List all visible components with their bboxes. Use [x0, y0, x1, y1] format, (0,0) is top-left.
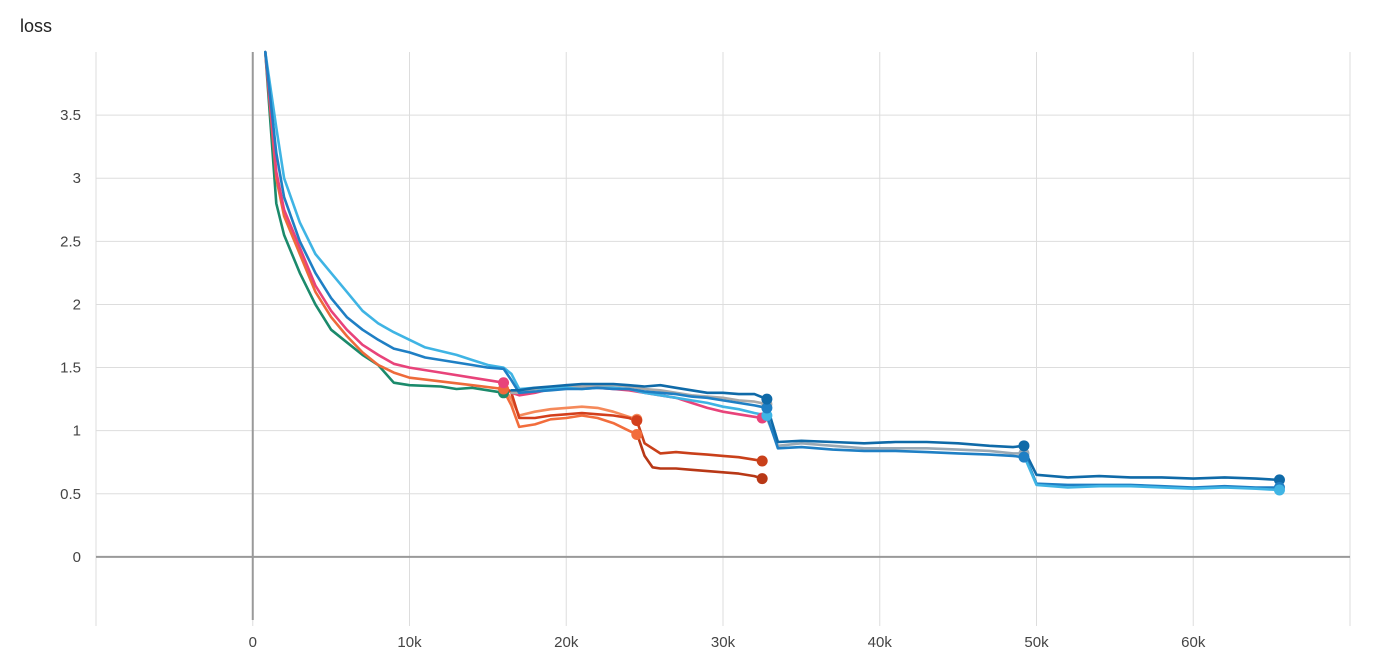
- series-end-point-16: [1018, 440, 1030, 452]
- series-end-point-19: [1273, 484, 1285, 496]
- series-line-15: [765, 414, 1026, 459]
- axes: 0 10k 20k 30k 40k 50k 60k 0 0.5 1 1.5 2 2.5 3 3.5: [60, 52, 1350, 651]
- series-line-3: [263, 50, 505, 385]
- series-line-8: [635, 431, 764, 480]
- chart-title: loss: [20, 16, 52, 36]
- series-end-markers: [498, 377, 1285, 496]
- series-line-16: [765, 404, 1026, 449]
- series-line-13: [510, 382, 769, 401]
- y-tick-label: 0.5: [60, 486, 81, 503]
- series-end-point-7: [756, 455, 768, 467]
- series-end-point-6: [631, 415, 643, 427]
- series-line-12: [263, 50, 769, 410]
- series-line-14: [765, 416, 1026, 455]
- series-line-6: [502, 383, 639, 422]
- x-tick-label: 60k: [1181, 634, 1206, 651]
- series-end-point-13: [761, 393, 773, 405]
- series-end-point-15: [1018, 451, 1030, 463]
- series-line-7: [635, 419, 764, 463]
- y-tick-label: 2: [73, 296, 81, 313]
- series-line-17: [1022, 448, 1281, 482]
- x-tick-label: 50k: [1024, 634, 1049, 651]
- grid: [95, 52, 1351, 626]
- x-tick-label: 20k: [554, 634, 579, 651]
- series-group: [263, 50, 1281, 492]
- series-line-4: [502, 388, 639, 436]
- x-tick-label: 0: [249, 634, 257, 651]
- x-tick-label: 40k: [868, 634, 893, 651]
- series-end-point-17: [1273, 474, 1285, 486]
- series-end-point-3: [498, 377, 510, 389]
- y-tick-label: 3: [73, 170, 81, 187]
- series-line-18: [1022, 452, 1281, 489]
- series-end-point-4: [631, 428, 643, 440]
- y-tick-label: 0: [73, 549, 81, 566]
- series-line-11: [263, 50, 769, 417]
- series-line-19: [1022, 454, 1281, 492]
- series-end-point-11: [761, 410, 773, 422]
- y-tick-label: 2.5: [60, 233, 81, 250]
- series-end-point-12: [761, 402, 773, 414]
- series-end-point-8: [756, 473, 768, 485]
- y-tick-label: 1: [73, 423, 81, 440]
- x-tick-label: 30k: [711, 634, 736, 651]
- series-line-2: [263, 50, 505, 391]
- y-tick-label: 3.5: [60, 107, 81, 124]
- x-tick-label: 10k: [397, 634, 422, 651]
- y-tick-label: 1.5: [60, 360, 81, 377]
